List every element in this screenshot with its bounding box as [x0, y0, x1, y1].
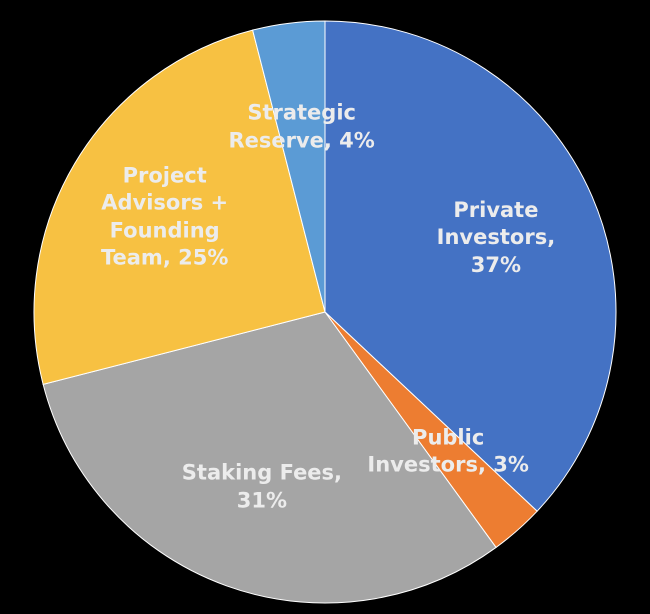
- pie-slice: [42, 311, 497, 604]
- data-label: Private Investors, 37%: [436, 198, 556, 277]
- pie-slice: [324, 20, 617, 512]
- data-label: Staking Fees, 31%: [181, 460, 343, 513]
- data-label: Public Investors, 3%: [367, 425, 529, 477]
- data-label: Strategic Reserve, 4%: [228, 100, 375, 153]
- pie-slice: [252, 20, 326, 313]
- pie-slice: [33, 29, 326, 385]
- data-label: Project Advisors + Founding Team, 25%: [100, 163, 229, 270]
